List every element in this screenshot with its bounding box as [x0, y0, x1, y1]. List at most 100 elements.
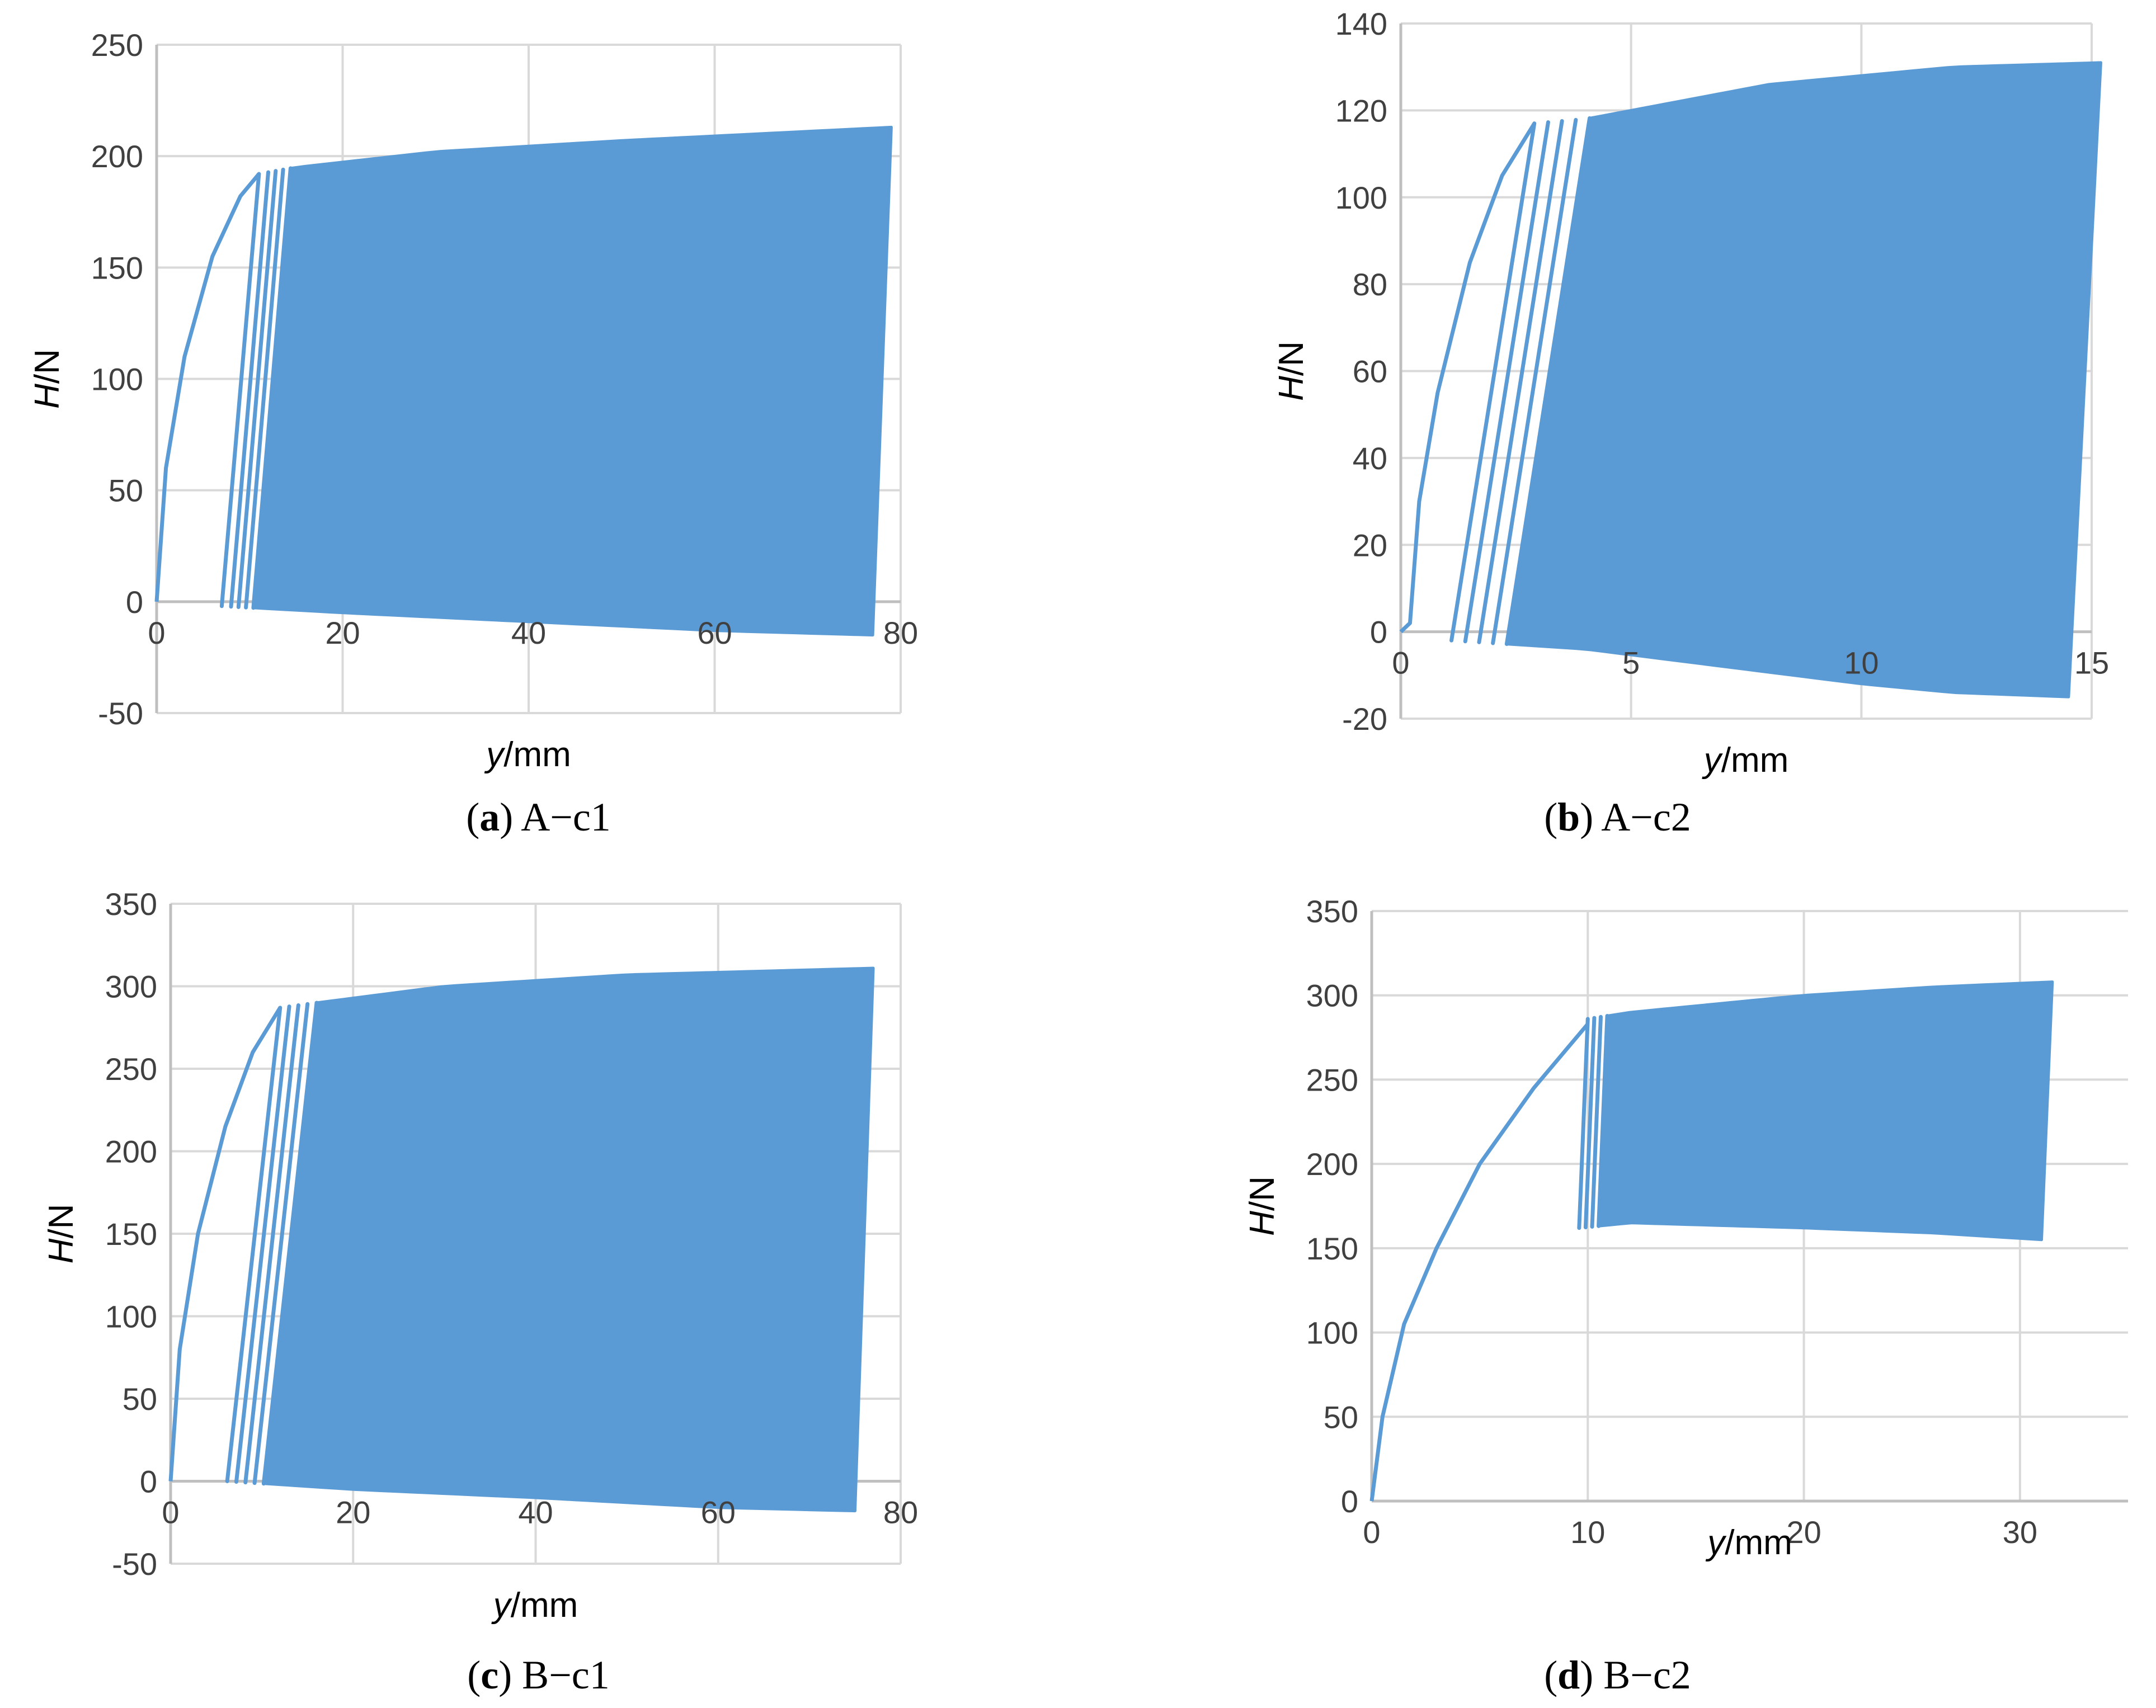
cycle-strand [229, 170, 270, 609]
x-tick-label: 30 [2003, 1514, 2037, 1550]
chart-panel-c: -50 0 50 100 150 200 250 300 350 0 20 40 60 80 y/mm H/N… [0, 858, 1077, 1708]
series-group [1399, 61, 2102, 699]
chart-a: -50 0 50 100 150 200 250 0 20 40 60 80 y/mm H/N [28, 27, 918, 774]
y-tick-label: 100 [1306, 1315, 1358, 1351]
caption-d: (d) B−c2 [1544, 1653, 1691, 1697]
cycle-strand [1597, 1013, 1609, 1228]
y-tick-label: 0 [126, 584, 143, 620]
y-axis-label-var: H [28, 384, 67, 409]
x-tick-label: 80 [883, 615, 918, 650]
cycle-strand [252, 1002, 310, 1485]
cycle-strand [1583, 1016, 1597, 1230]
y-tick-label: -20 [1342, 701, 1387, 737]
caption-text-a: A−c1 [521, 795, 611, 839]
cycle-strand [1477, 119, 1564, 644]
x-axis-label-unit: /mm [503, 735, 571, 774]
cycle-strand [1504, 116, 1592, 647]
y-tick-label: 350 [1306, 894, 1358, 929]
y-tick-label: 250 [1306, 1062, 1358, 1097]
caption-text-d: B−c2 [1603, 1653, 1691, 1697]
y-axis-label: H/N [1243, 1176, 1282, 1236]
hysteresis-band [1505, 61, 2102, 699]
y-tick-label: 200 [105, 1134, 157, 1169]
y-tick-label: 50 [1324, 1399, 1358, 1435]
y-axis-label: H/N [28, 349, 67, 409]
x-axis-label: y/mm [484, 735, 571, 774]
cycle-strand [244, 167, 285, 610]
hysteresis-band [1597, 980, 2054, 1242]
initial-loading-curve [1399, 122, 1536, 634]
y-tick-label: -50 [98, 696, 143, 731]
x-axis-label-var: y [1705, 1523, 1727, 1562]
y-tick-label: 200 [91, 139, 143, 174]
y-tick-label: 350 [105, 886, 157, 922]
cycle-strand [219, 172, 261, 608]
x-tick-label: 15 [2074, 645, 2109, 681]
x-tick-label: 40 [511, 615, 546, 650]
y-tick-label: -50 [112, 1546, 157, 1582]
y-tick-label: 50 [109, 473, 143, 508]
caption-letter-b: b [1557, 795, 1580, 839]
y-tick-label: 40 [1353, 441, 1387, 476]
y-axis-label-unit: /N [1243, 1176, 1282, 1211]
x-tick-label: 5 [1622, 645, 1640, 681]
cycle-strand [251, 166, 293, 610]
caption-text-b: A−c2 [1601, 795, 1691, 839]
y-tick-label: 200 [1306, 1146, 1358, 1182]
x-tick-label: 0 [1392, 645, 1409, 681]
y-tick-label: 0 [140, 1464, 157, 1499]
caption-c: (c) B−c1 [467, 1653, 610, 1697]
x-axis-label-unit: /mm [511, 1586, 578, 1625]
chart-panel-b: -20 0 20 40 60 80 100 120 140 0 5 10 15 y/mm H/N (b) A… [1079, 0, 2156, 850]
y-tick-label: 250 [91, 27, 143, 63]
x-axis-label: y/mm [1702, 741, 1789, 780]
series-group [1369, 980, 2054, 1502]
chart-panel-a: -50 0 50 100 150 200 250 0 20 40 60 80 y/mm H/N (a) A… [0, 0, 1077, 850]
chart-d: 0 50 100 150 200 250 300 350 0 10 20 30 y/mm H/N [1243, 894, 2128, 1562]
y-tick-label: 150 [1306, 1231, 1358, 1266]
y-tick-label: 50 [123, 1381, 157, 1417]
y-tick-label: 80 [1353, 267, 1387, 302]
x-tick-label: 60 [697, 615, 732, 650]
initial-loading-curve [154, 172, 261, 602]
y-tick-label: 100 [1335, 180, 1387, 215]
y-tick-label: 0 [1370, 615, 1387, 650]
cycle-strand [1463, 120, 1550, 644]
cycle-strand [234, 1004, 291, 1484]
cycle-strand [1590, 1015, 1603, 1229]
y-tick-label: 20 [1353, 527, 1387, 563]
series-group [168, 966, 875, 1513]
caption-b: (b) A−c2 [1544, 795, 1691, 839]
x-tick-label: 10 [1570, 1514, 1605, 1550]
y-tick-label: 150 [105, 1216, 157, 1252]
x-axis-label-var: y [1702, 741, 1724, 780]
x-axis-label: y/mm [491, 1586, 578, 1625]
y-axis-label-unit: /N [28, 349, 67, 384]
caption-a: (a) A−c1 [466, 795, 611, 839]
initial-loading-curve [168, 1007, 282, 1481]
caption-letter-a: a [479, 795, 500, 839]
y-tick-label: 140 [1335, 6, 1387, 41]
caption-letter-d: d [1557, 1653, 1580, 1697]
cycle-strand [1449, 121, 1537, 643]
y-axis-label-unit: /N [42, 1204, 81, 1239]
y-tick-label: 0 [1341, 1484, 1358, 1519]
hysteresis-band [262, 966, 875, 1513]
initial-loading-curve [1369, 1022, 1589, 1502]
x-axis-label-var: y [484, 735, 506, 774]
x-tick-label: 10 [1844, 645, 1879, 681]
y-tick-label: 300 [1306, 978, 1358, 1013]
y-axis-label-var: H [42, 1238, 81, 1263]
x-tick-label: 20 [325, 615, 360, 650]
y-tick-label: 250 [105, 1051, 157, 1087]
hysteresis-band [252, 125, 893, 637]
cycle-strand [243, 1003, 300, 1485]
y-axis-label-var: H [1243, 1211, 1282, 1236]
x-axis-label: y/mm [1705, 1523, 1792, 1562]
y-tick-label: 100 [105, 1299, 157, 1334]
cycle-strand [225, 1006, 283, 1483]
x-tick-label: 40 [518, 1495, 553, 1530]
x-axis-label-unit: /mm [1725, 1523, 1792, 1562]
x-tick-label: 0 [162, 1495, 179, 1530]
